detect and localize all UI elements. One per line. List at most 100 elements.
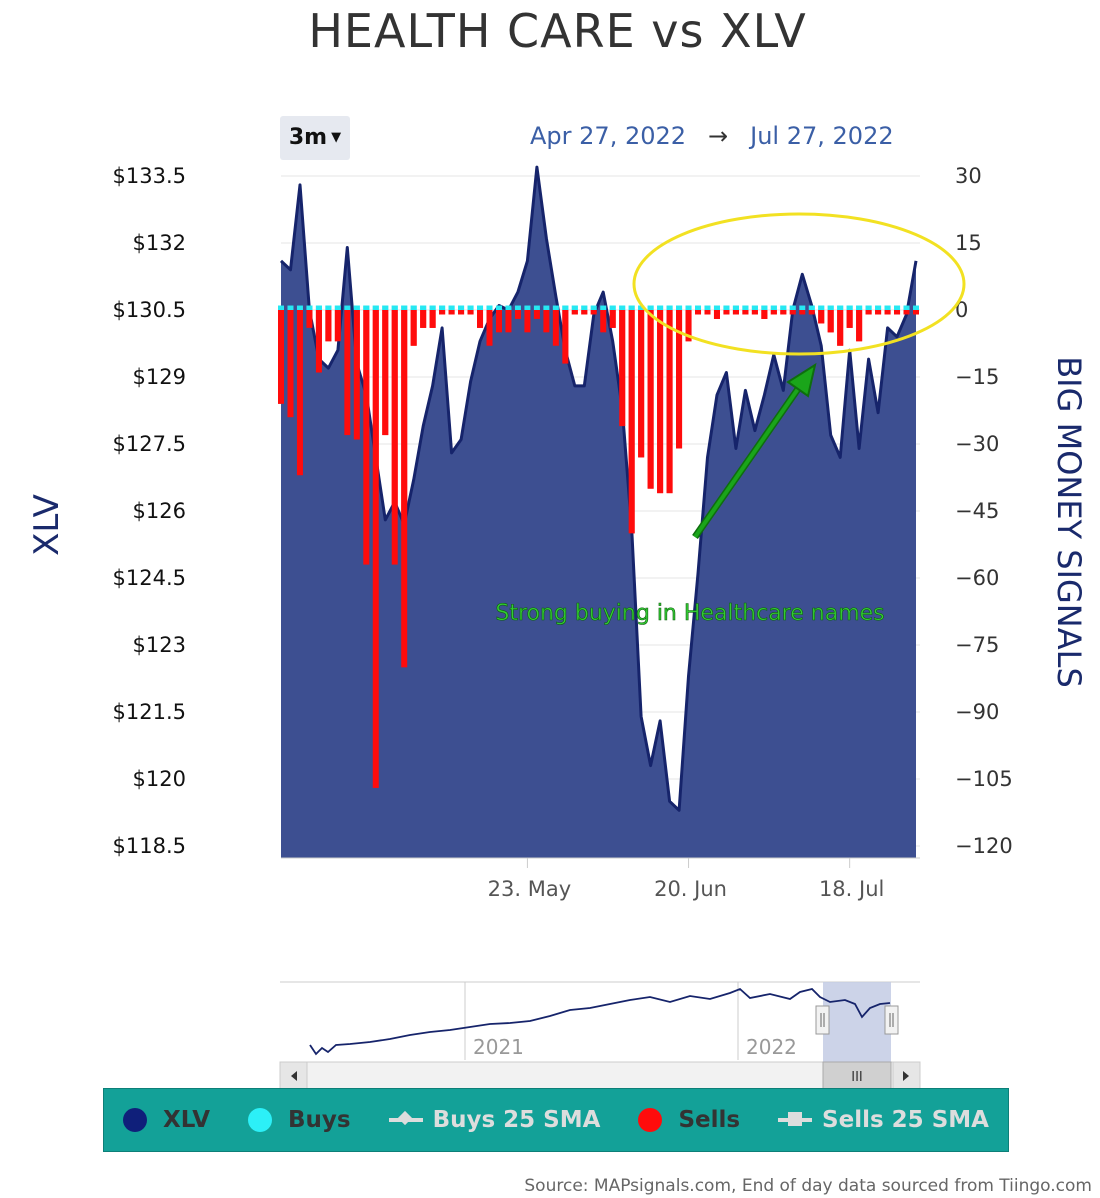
buys-bar xyxy=(495,305,502,310)
sells-bar xyxy=(676,310,683,449)
scroll-right-button[interactable] xyxy=(892,1061,921,1090)
buys-bar xyxy=(628,305,635,310)
main-chart[interactable]: 23. May 20. Jun 18. Jul $133.5$132$130.5$1… xyxy=(0,160,1100,910)
buys-bar xyxy=(429,305,436,310)
sells-bar xyxy=(713,310,720,319)
annotation-group: Strong buying in Healthcare names xyxy=(495,212,966,626)
buys-bar xyxy=(458,305,465,310)
sells-bar xyxy=(732,310,739,315)
sells-dot-icon xyxy=(638,1108,663,1132)
xlv-dot-icon xyxy=(122,1108,147,1132)
sells-bar xyxy=(837,310,844,346)
navigator-year-2021: 2021 xyxy=(473,1035,524,1059)
buys-bar xyxy=(315,305,322,310)
left-axis: $133.5 $132 $130.5 $129 $127.5 $126 $124.5 $123… xyxy=(113,164,186,858)
buys-bar xyxy=(808,305,815,310)
buys-bar xyxy=(533,305,540,310)
navigator-left-handle[interactable] xyxy=(815,1005,830,1035)
sells-bar xyxy=(334,310,341,342)
buys-bar xyxy=(524,305,531,310)
buys-dot-icon xyxy=(248,1108,272,1132)
sells-bar xyxy=(884,310,891,315)
sells-bar xyxy=(410,310,417,346)
buys-bar xyxy=(420,305,427,310)
scrollbar[interactable]: III xyxy=(279,1061,921,1090)
legend-label-sells-sma: Sells 25 SMA xyxy=(822,1107,989,1133)
x-tick-label: 23. May xyxy=(488,877,572,901)
left-tick-label: $121.5 xyxy=(113,700,186,724)
sells-bar xyxy=(353,310,360,440)
scroll-thumb[interactable] xyxy=(822,1061,892,1090)
sells-bar xyxy=(306,310,313,328)
buys-bar xyxy=(742,305,749,310)
buys-bar xyxy=(439,305,446,310)
source-note: Source: MAPsignals.com, End of day data … xyxy=(524,1176,1092,1196)
navigator-right-handle[interactable] xyxy=(884,1005,899,1035)
scroll-right-icon xyxy=(903,1071,909,1081)
buys-bar xyxy=(676,305,683,310)
sells-bar xyxy=(315,310,322,373)
buys-bar xyxy=(296,305,303,310)
right-axis-title: BIG MONEY SIGNALS xyxy=(1050,356,1088,688)
navigator-panel: 2021 2022 xyxy=(280,981,920,1062)
date-to[interactable]: Jul 27, 2022 xyxy=(750,122,894,150)
sells-bar xyxy=(808,310,815,315)
sells-bar xyxy=(486,310,493,346)
left-tick-label: $124.5 xyxy=(113,566,186,590)
buys-bar xyxy=(732,305,739,310)
buys-bar xyxy=(505,305,512,310)
range-selector-button[interactable]: 3m ▼ xyxy=(280,116,350,160)
left-axis-title: XLV xyxy=(27,494,67,556)
sells-bar xyxy=(448,310,455,315)
buys-bar xyxy=(751,305,758,310)
buys-bar xyxy=(619,305,626,310)
sells-bar xyxy=(372,310,379,788)
buys-bar xyxy=(543,305,550,310)
left-tick-label: $123 xyxy=(133,633,186,657)
buys-bar xyxy=(514,305,521,310)
right-tick-label: −90 xyxy=(955,700,999,724)
buys-bar xyxy=(486,305,493,310)
navigator-selected-range[interactable] xyxy=(823,982,891,1062)
highlight-ellipse xyxy=(632,212,966,356)
buys-bar xyxy=(865,305,872,310)
legend-label-sells: Sells xyxy=(678,1107,741,1133)
legend-item-xlv[interactable]: XLV xyxy=(122,1107,210,1133)
sells-bar xyxy=(894,310,901,315)
sells-bar xyxy=(296,310,303,476)
sells-bar xyxy=(799,310,806,315)
sells-bar xyxy=(278,310,284,404)
buys-bar xyxy=(695,305,702,310)
right-tick-label: −15 xyxy=(955,365,999,389)
chart-title: HEALTH CARE vs XLV xyxy=(308,4,807,58)
sells-bar xyxy=(533,310,540,319)
date-from[interactable]: Apr 27, 2022 xyxy=(530,122,687,150)
buys-bar xyxy=(666,305,673,310)
sells-bar xyxy=(287,310,294,418)
legend-item-buys-sma[interactable]: Buys 25 SMA xyxy=(388,1107,600,1133)
sells-bar xyxy=(865,310,872,315)
sells-bar xyxy=(543,310,550,333)
buys-bar xyxy=(770,305,777,310)
buys-bar xyxy=(818,305,825,310)
buys-bar xyxy=(391,305,398,310)
sells-bar xyxy=(505,310,512,333)
buys-bar xyxy=(761,305,768,310)
sells-bar xyxy=(647,310,654,489)
sells-bar xyxy=(571,310,578,315)
x-tick-label: 18. Jul xyxy=(819,877,884,901)
sells-bar xyxy=(458,310,465,315)
annotation-text: Strong buying in Healthcare names xyxy=(495,601,884,626)
sells-bar xyxy=(751,310,758,315)
buys-bar xyxy=(713,305,720,310)
legend-item-sells-sma[interactable]: Sells 25 SMA xyxy=(778,1107,989,1133)
legend-item-buys[interactable]: Buys xyxy=(248,1107,351,1133)
sells-bar xyxy=(742,310,749,315)
line-diamond-icon xyxy=(388,1110,423,1126)
buys-bar xyxy=(353,305,360,310)
legend-item-sells[interactable]: Sells xyxy=(638,1107,740,1133)
buys-bar xyxy=(609,305,616,310)
sells-bar xyxy=(562,310,569,364)
